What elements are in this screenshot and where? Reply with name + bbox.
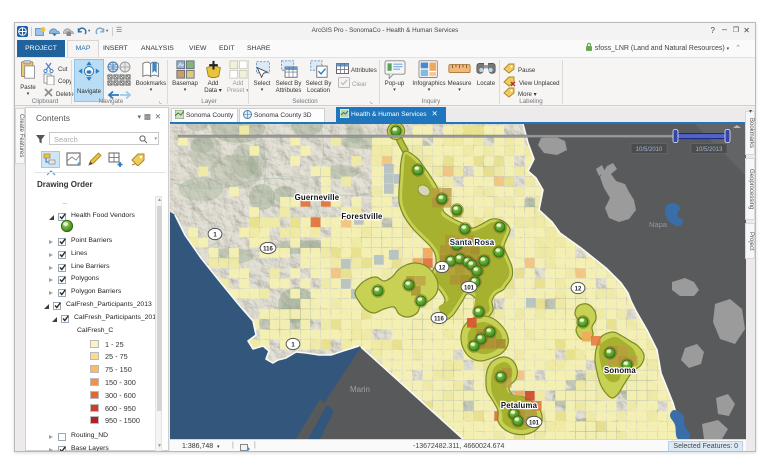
svg-text:1: 1 [291, 342, 295, 348]
svg-text:Forestville: Forestville [341, 212, 383, 221]
svg-text:12: 12 [575, 286, 582, 292]
svg-text:10/5/2013: 10/5/2013 [696, 147, 723, 153]
svg-text:116: 116 [263, 246, 273, 252]
svg-text:10/5/2010: 10/5/2010 [636, 147, 663, 153]
svg-text:Napa: Napa [649, 220, 668, 229]
svg-text:12: 12 [439, 265, 446, 271]
svg-text:101: 101 [529, 420, 540, 426]
svg-text:Santa Rosa: Santa Rosa [450, 238, 495, 247]
svg-text:116: 116 [434, 316, 444, 322]
svg-text:Marin: Marin [350, 385, 370, 394]
svg-text:Petaluma: Petaluma [501, 401, 538, 410]
svg-text:Sonoma: Sonoma [604, 366, 636, 375]
svg-text:101: 101 [464, 285, 475, 291]
svg-text:1: 1 [213, 232, 217, 238]
svg-text:Guerneville: Guerneville [295, 193, 340, 202]
